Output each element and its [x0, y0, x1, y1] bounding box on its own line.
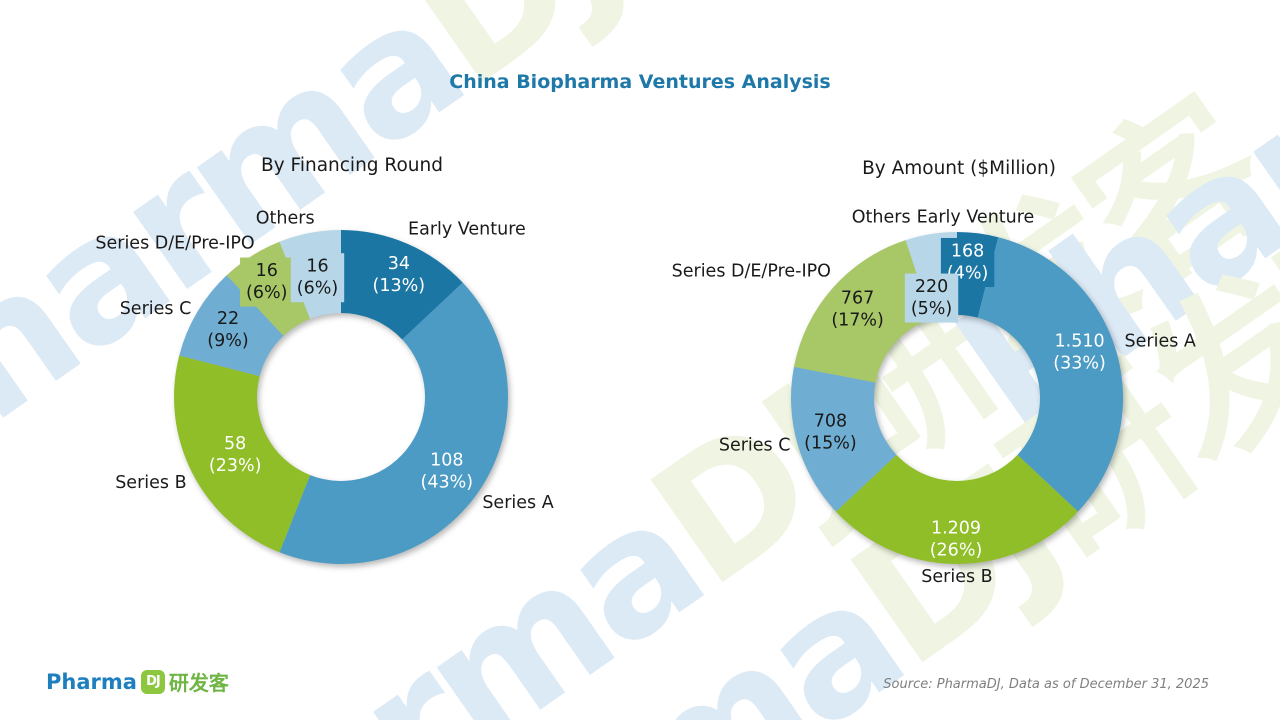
donut-slice-early-venture — [341, 230, 463, 340]
chart-title-amount: By Amount ($Million) — [862, 158, 1056, 179]
category-label-others: Others — [852, 207, 911, 227]
category-label-series-b: Series B — [115, 473, 186, 493]
category-label-series-a: Series A — [482, 493, 553, 513]
category-label-series-c: Series C — [719, 435, 791, 455]
category-label-series-d-e-pre-ipo: Series D/E/Pre-IPO — [672, 262, 831, 282]
page-title: China Biopharma Ventures Analysis — [449, 71, 831, 93]
category-label-early-venture: Early Venture — [408, 220, 526, 240]
logo-text-chinese: 研发客 — [168, 671, 229, 695]
value-label-series-b: 1.209 (26%) — [930, 519, 983, 561]
donut-slice-series-d-e-pre-ipo — [793, 240, 932, 383]
value-label-early-venture: 34 (13%) — [373, 254, 426, 296]
source-note: Source: PharmaDJ, Data as of December 31… — [883, 677, 1209, 692]
category-label-series-b: Series B — [921, 567, 992, 587]
value-label-series-c: 22 (9%) — [207, 309, 248, 351]
value-label-series-a: 108 (43%) — [421, 451, 474, 493]
category-label-series-a: Series A — [1125, 332, 1196, 352]
donut-slices — [790, 232, 1123, 564]
logo-text-pharma: Pharma — [46, 669, 137, 694]
donut-labels: 34 (13%) Early Venture 108 (43%) Series A 58 (2… — [95, 208, 553, 513]
value-label-others: 16 (6%) — [297, 257, 338, 299]
value-label-series-b: 58 (23%) — [209, 434, 262, 476]
value-label-series-a: 1.510 (33%) — [1053, 331, 1106, 373]
pharmadj-logo: Pharma DJ 研发客 — [46, 667, 229, 696]
category-label-series-c: Series C — [120, 299, 192, 319]
value-label-series-c: 708 (15%) — [804, 412, 857, 454]
donut-slice-series-b — [173, 355, 311, 553]
dj-logo-icon: DJ — [140, 669, 165, 694]
donut-slice-series-c — [790, 366, 897, 512]
category-label-series-d-e-pre-ipo: Series D/E/Pre-IPO — [95, 233, 254, 253]
value-label-series-d-e-pre-ipo: 767 (17%) — [831, 289, 884, 331]
donut-slice-series-b — [835, 454, 1079, 564]
donut-slice-series-a — [977, 237, 1123, 512]
value-label-others: 220 (5%) — [911, 277, 952, 319]
chart-title-financing-round: By Financing Round — [261, 155, 443, 176]
category-label-early-venture: Early Venture — [917, 207, 1035, 227]
value-label-box-others — [290, 253, 345, 303]
value-label-box-series-d-e-pre-ipo — [240, 257, 294, 307]
value-label-box-others — [904, 273, 959, 323]
value-label-series-d-e-pre-ipo: 16 (6%) — [246, 261, 287, 303]
donut-slice-series-a — [279, 282, 508, 564]
category-label-others: Others — [256, 208, 315, 228]
donut-chart-by-financing-round: 34 (13%) Early Venture 108 (43%) Series A 58 (2… — [95, 208, 554, 564]
donut-slice-series-c — [179, 275, 284, 377]
